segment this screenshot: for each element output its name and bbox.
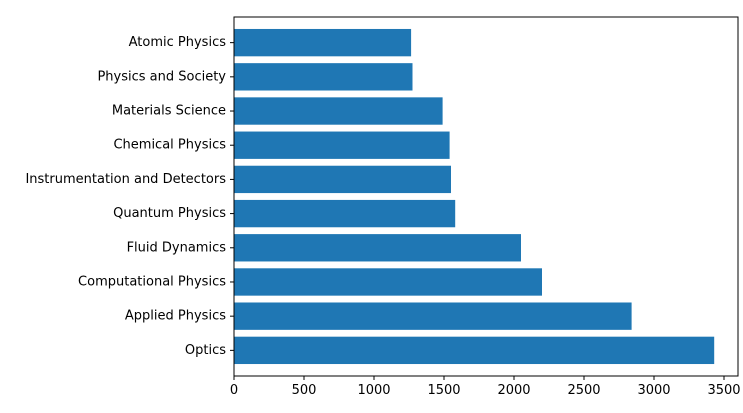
x-axis-ticks: 0 500 1000 1500 2000 2500 3000 3500: [230, 376, 741, 398]
x-tick-label: 2000: [497, 383, 530, 398]
x-tick-label: 2500: [567, 383, 600, 398]
x-tick-label: 1000: [357, 383, 390, 398]
category-label: Applied Physics: [125, 309, 226, 324]
category-labels: Optics Applied Physics Computational Physi…: [25, 35, 234, 358]
bar-instrumentation-and-detectors: [234, 165, 451, 194]
category-label: Chemical Physics: [113, 138, 226, 153]
x-tick-label: 3000: [637, 383, 670, 398]
category-label: Optics: [185, 343, 226, 358]
category-label: Instrumentation and Detectors: [25, 172, 226, 187]
bar-quantum-physics: [234, 199, 456, 228]
plot-frame: [233, 16, 739, 377]
bar-fluid-dynamics: [234, 234, 521, 262]
bar-optics: [234, 336, 715, 365]
category-label: Atomic Physics: [129, 35, 227, 50]
category-label: Physics and Society: [97, 69, 226, 84]
x-tick-label: 500: [292, 383, 317, 398]
x-tick-label: 1500: [427, 383, 460, 398]
category-label: Computational Physics: [78, 274, 226, 289]
x-tick-label: 0: [230, 383, 238, 398]
category-label: Fluid Dynamics: [127, 240, 227, 255]
bar-computational-physics: [234, 268, 542, 296]
bars-group: [234, 28, 715, 365]
x-tick-label: 3500: [707, 383, 740, 398]
category-label: Quantum Physics: [113, 206, 226, 221]
bar-atomic-physics: [234, 28, 412, 57]
category-label: Materials Science: [112, 104, 226, 119]
bar-physics-and-society: [234, 63, 413, 91]
bar-applied-physics: [234, 302, 632, 330]
bar-chemical-physics: [234, 131, 450, 159]
bar-materials-science: [234, 97, 443, 125]
